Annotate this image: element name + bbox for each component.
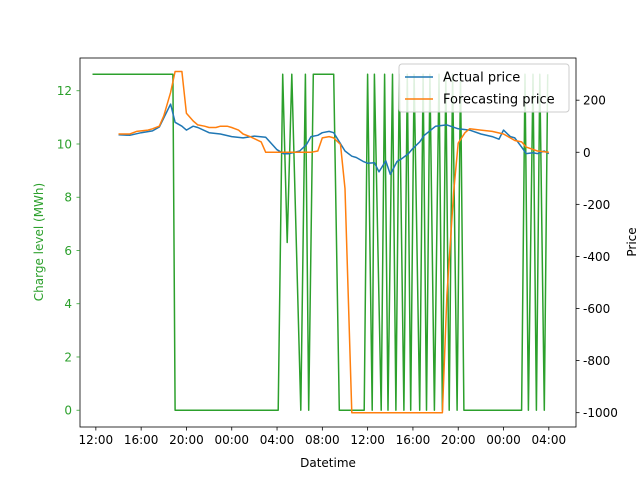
left-tick-label: 0 bbox=[64, 404, 72, 418]
left-tick-label: 2 bbox=[64, 350, 72, 364]
left-tick-label: 12 bbox=[57, 84, 72, 98]
x-tick-label: 20:00 bbox=[441, 433, 476, 447]
series-line-actual-price bbox=[118, 103, 550, 176]
left-axis-label: Charge level (MWh) bbox=[32, 183, 46, 301]
x-tick-label: 00:00 bbox=[486, 433, 521, 447]
x-tick-label: 04:00 bbox=[260, 433, 295, 447]
series-line-forecasting-price bbox=[118, 70, 549, 414]
x-tick-label: 08:00 bbox=[305, 433, 340, 447]
legend-box bbox=[398, 63, 570, 113]
x-tick-label: 12:00 bbox=[350, 433, 385, 447]
left-tick-label: 4 bbox=[64, 297, 72, 311]
left-tick-label: 10 bbox=[57, 137, 72, 151]
right-tick-label: -200 bbox=[583, 198, 610, 212]
right-tick-label: 200 bbox=[583, 94, 606, 108]
plot-frame bbox=[79, 57, 577, 428]
left-tick-label: 6 bbox=[64, 244, 72, 258]
right-tick-label: -800 bbox=[583, 354, 610, 368]
legend-label: Forecasting price bbox=[443, 93, 555, 108]
x-tick-label: 00:00 bbox=[214, 433, 249, 447]
x-axis-label: Datetime bbox=[300, 456, 356, 470]
x-tick-label: 16:00 bbox=[396, 433, 431, 447]
legend-label: Actual price bbox=[443, 71, 520, 86]
right-axis-label: Price bbox=[625, 227, 639, 256]
left-tick-label: 8 bbox=[64, 191, 72, 205]
legend: Actual price Forecasting price bbox=[398, 63, 570, 113]
x-tick-label: 04:00 bbox=[532, 433, 567, 447]
right-tick-label: -1000 bbox=[583, 406, 618, 420]
right-tick-label: 0 bbox=[583, 146, 591, 160]
x-tick-label: 20:00 bbox=[169, 433, 204, 447]
right-tick-label: -400 bbox=[583, 250, 610, 264]
x-tick-label: 16:00 bbox=[124, 433, 159, 447]
x-tick-label: 12:00 bbox=[79, 433, 114, 447]
right-tick-label: -600 bbox=[583, 302, 610, 316]
